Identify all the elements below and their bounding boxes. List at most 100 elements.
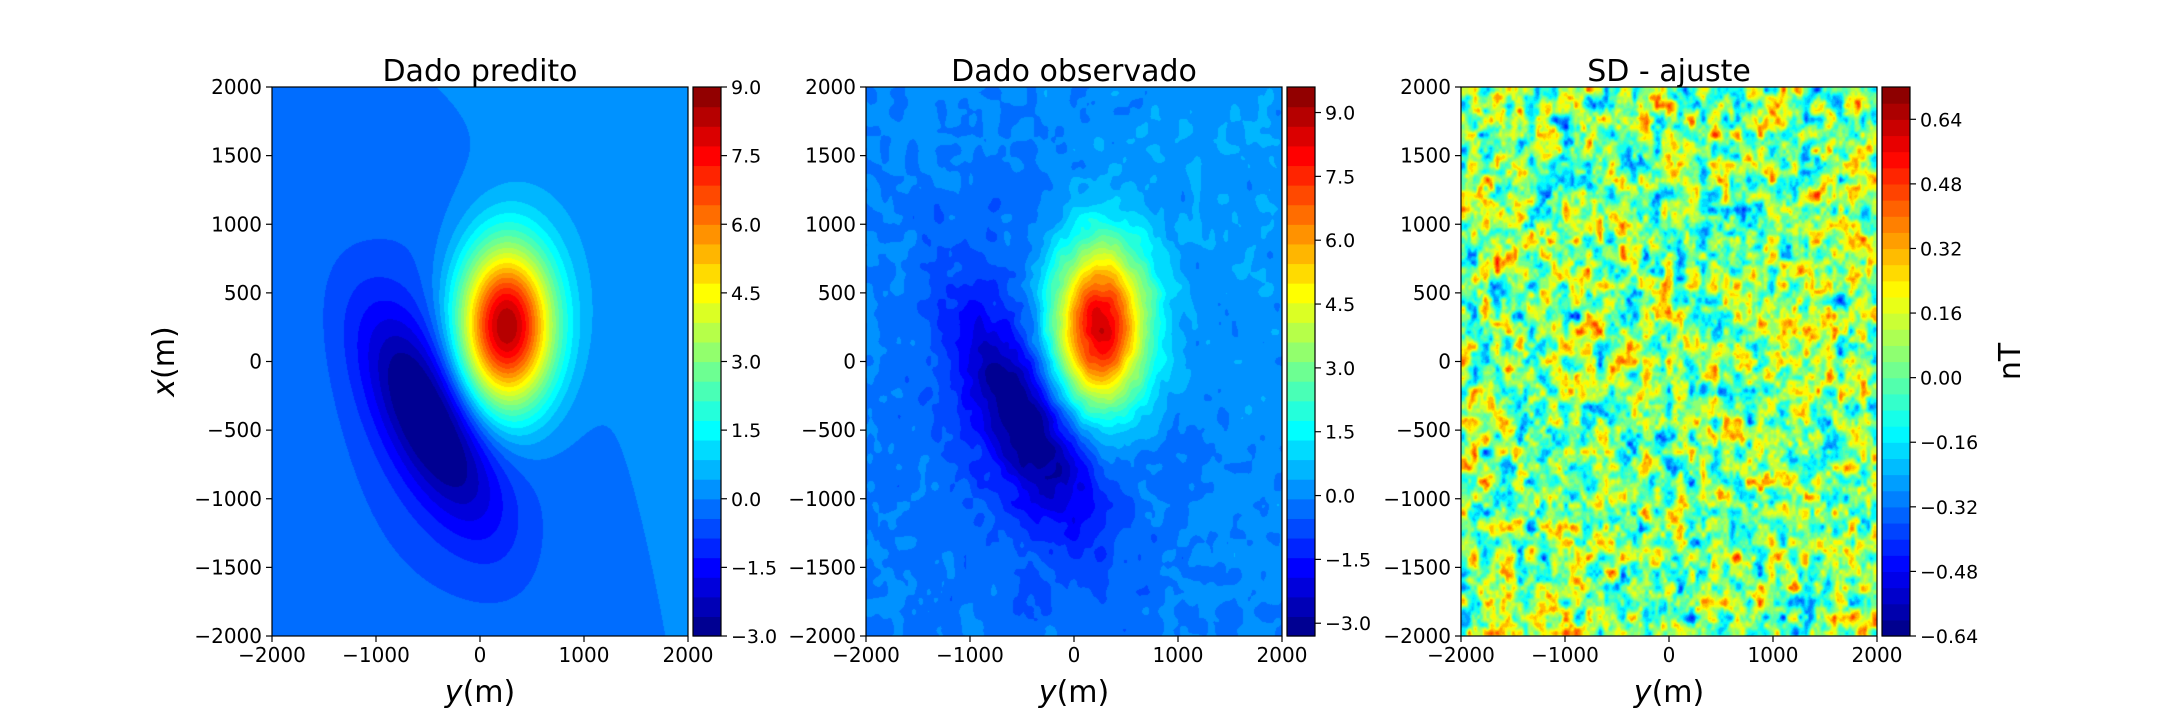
y-tick-label: −500 — [801, 418, 856, 442]
chart-title: Dado predito — [382, 54, 577, 89]
colorbar-band — [693, 87, 721, 108]
panel-2: Dado observado −2000 −1000 0 1000 2000 2000 150… — [788, 54, 1371, 710]
colorbar-tick-label: 1.5 — [731, 420, 761, 442]
colorbar-band — [1287, 361, 1315, 382]
colorbar-band — [1287, 204, 1315, 225]
y-tick-label: 1000 — [211, 212, 262, 236]
colorbar-tick-label: −1.5 — [731, 557, 777, 579]
colorbar-band — [1287, 87, 1315, 108]
colorbar-band — [693, 596, 721, 617]
chart-title: Dado observado — [951, 54, 1197, 89]
colorbar-band — [1882, 458, 1910, 476]
y-tick-label: −2000 — [194, 624, 262, 648]
colorbar-band — [1287, 185, 1315, 206]
x-tick-label: 0 — [1068, 643, 1081, 667]
colorbar-band — [1882, 232, 1910, 250]
colorbar-tick-label: 1.5 — [1325, 422, 1355, 444]
colorbar-band — [1882, 539, 1910, 556]
x-axis-label: y(m) — [1633, 675, 1704, 710]
colorbar-band — [1287, 243, 1315, 265]
y-tick-label: −1000 — [194, 487, 262, 511]
colorbar-band — [693, 577, 721, 598]
y-tick-label: −2000 — [1383, 624, 1451, 648]
colorbar-band — [1882, 571, 1910, 589]
colorbar-band — [693, 283, 721, 304]
y-tick-label: 500 — [818, 281, 856, 305]
y-tick-label: −1500 — [1383, 555, 1451, 579]
colorbar-band — [1287, 106, 1315, 127]
colorbar-band — [693, 224, 721, 245]
colorbar-band — [1882, 248, 1910, 266]
colorbar-band — [1882, 619, 1910, 637]
colorbar-band — [693, 557, 721, 578]
colorbar-band — [1287, 616, 1315, 637]
colorbar-tick-label: 0.0 — [731, 489, 761, 511]
y-tick-label: 2000 — [1400, 75, 1451, 99]
x-tick-label: −1000 — [936, 643, 1004, 667]
chart-title: SD - ajuste — [1587, 54, 1751, 89]
colorbar-band — [1287, 420, 1315, 441]
y-tick-label: −500 — [207, 418, 262, 442]
y-tick-label: 2000 — [211, 75, 262, 99]
colorbar-band — [1882, 280, 1910, 298]
colorbar-band — [693, 537, 721, 559]
colorbar-band — [1287, 596, 1315, 617]
colorbar-band — [1882, 587, 1910, 605]
y-tick-label: 500 — [1413, 281, 1451, 305]
x-tick-label: 2000 — [663, 643, 714, 667]
colorbar-tick-label: 9.0 — [731, 77, 761, 99]
colorbar-band — [1287, 224, 1315, 245]
colorbar-band — [1882, 603, 1910, 621]
colorbar-band — [693, 459, 721, 480]
colorbar-band — [693, 498, 721, 519]
colorbar-band — [1882, 264, 1910, 282]
colorbar-band — [1882, 119, 1910, 137]
colorbar-tick-label: 0.64 — [1920, 109, 1962, 131]
colorbar-band — [1287, 126, 1315, 147]
colorbar-frame — [1286, 86, 1316, 637]
colorbar-band — [1882, 522, 1910, 540]
colorbar-band — [1882, 490, 1910, 508]
colorbar-band — [1287, 537, 1315, 559]
colorbar-tick-label: −1.5 — [1325, 549, 1371, 571]
colorbar-band — [1882, 474, 1910, 492]
colorbar: 9.0 7.5 6.0 4.5 3.0 1.5 0.0 −1.5 −3.0 — [692, 77, 777, 648]
colorbar-band — [693, 479, 721, 500]
y-tick-label: −1000 — [1383, 487, 1451, 511]
colorbar-band — [693, 381, 721, 402]
colorbar-band — [1882, 296, 1910, 314]
y-tick-label: 500 — [224, 281, 262, 305]
heatmap-image — [866, 87, 1282, 636]
y-tick-label: 0 — [843, 350, 856, 374]
colorbar-band — [693, 126, 721, 147]
colorbar-band — [1882, 506, 1910, 524]
colorbar-band — [693, 145, 721, 167]
colorbar-tick-label: −0.64 — [1920, 626, 1978, 648]
x-tick-label: 1000 — [1153, 643, 1204, 667]
colorbar-tick-label: 7.5 — [1325, 166, 1355, 188]
colorbar-band — [1287, 322, 1315, 343]
colorbar-band — [1882, 183, 1910, 201]
colorbar-tick-label: 0.00 — [1920, 368, 1962, 390]
panel-1: Dado predito −2000 −1000 0 1000 2000 2000 1500 1… — [147, 54, 777, 710]
colorbar-tick-label: 0.32 — [1920, 238, 1962, 260]
x-tick-label: 1000 — [559, 643, 610, 667]
colorbar-band — [1882, 135, 1910, 153]
colorbar-band — [693, 361, 721, 382]
colorbar-band — [1287, 302, 1315, 323]
x-axis-label: y(m) — [444, 675, 515, 710]
colorbar-band — [693, 400, 721, 421]
colorbar-band — [1287, 145, 1315, 167]
x-tick-label: 2000 — [1257, 643, 1308, 667]
colorbar-band — [1882, 555, 1910, 573]
colorbar-band — [1287, 459, 1315, 480]
y-tick-label: 0 — [249, 350, 262, 374]
x-tick-label: −1000 — [1531, 643, 1599, 667]
colorbar-band — [1882, 409, 1910, 427]
colorbar-band — [1287, 283, 1315, 304]
x-tick-label: −2000 — [1427, 643, 1495, 667]
colorbar-band — [1882, 313, 1910, 330]
colorbar-band — [1882, 345, 1910, 363]
colorbar-tick-label: 0.0 — [1325, 486, 1355, 508]
colorbar-band — [1882, 200, 1910, 217]
